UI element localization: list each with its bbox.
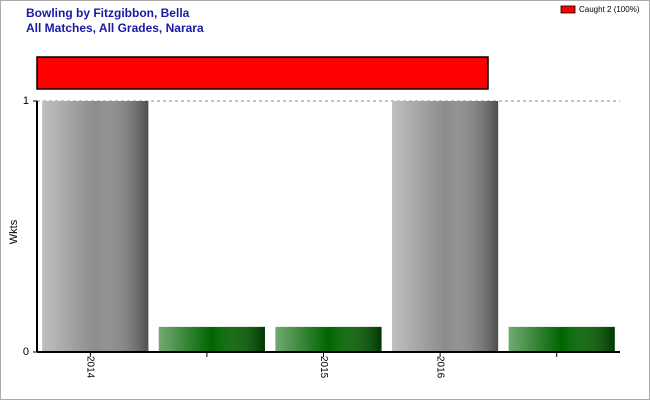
- legend-swatch: [560, 5, 576, 14]
- bar-shade: [158, 326, 265, 352]
- bar-shade: [42, 101, 149, 352]
- y-axis-label: Wkts: [8, 219, 20, 244]
- y-tick-label: 1: [23, 95, 29, 107]
- x-tick-label: 2015: [318, 356, 329, 379]
- dismissal-bar: [36, 56, 489, 90]
- x-tick-label: 2014: [85, 356, 96, 379]
- chart-title: Bowling by Fitzgibbon, Bella: [26, 6, 190, 20]
- bar-shade: [275, 326, 382, 352]
- y-tick-label: 0: [23, 346, 29, 358]
- x-tick-label: 2016: [434, 356, 445, 379]
- bar-shade: [508, 326, 615, 352]
- legend-label: Caught 2 (100%): [579, 5, 640, 14]
- bar-shade: [392, 101, 499, 352]
- chart-subtitle: All Matches, All Grades, Narara: [26, 21, 204, 35]
